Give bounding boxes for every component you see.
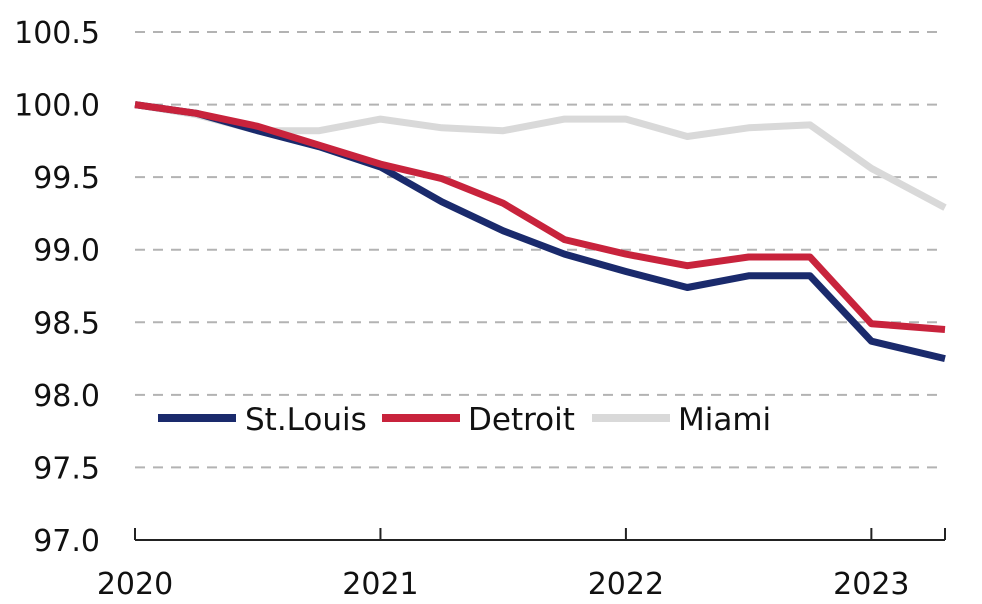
- x-axis: [134, 528, 946, 541]
- x-tick-labels: 2020 2021 2022 2023: [97, 567, 910, 602]
- x-tick-label: 2023: [833, 567, 909, 602]
- y-tick-label: 99.5: [33, 161, 100, 196]
- legend: St.Louis Detroit Miami: [158, 402, 771, 438]
- y-tick-label: 100.5: [14, 16, 100, 51]
- legend-label-detroit: Detroit: [468, 402, 575, 438]
- x-tick-label: 2022: [588, 567, 664, 602]
- y-tick-label: 97.0: [33, 524, 100, 559]
- y-tick-labels: 100.5 100.0 99.5 99.0 98.5 98.0 97.5 97.0: [14, 16, 100, 559]
- y-tick-label: 97.5: [33, 451, 100, 486]
- y-tick-label: 99.0: [33, 234, 100, 269]
- series-line-stlouis: [134, 101, 946, 363]
- y-tick-label: 98.0: [33, 379, 100, 414]
- legend-label-miami: Miami: [678, 402, 771, 438]
- legend-label-stlouis: St.Louis: [245, 402, 367, 438]
- y-tick-label: 98.5: [33, 306, 100, 341]
- series-line-miami: [134, 101, 947, 211]
- gridlines: [135, 31, 945, 469]
- y-tick-label: 100.0: [14, 89, 100, 124]
- x-tick-label: 2020: [97, 567, 173, 602]
- x-tick-label: 2021: [342, 567, 418, 602]
- series-line-detroit: [134, 101, 946, 333]
- series-lines: [134, 101, 947, 363]
